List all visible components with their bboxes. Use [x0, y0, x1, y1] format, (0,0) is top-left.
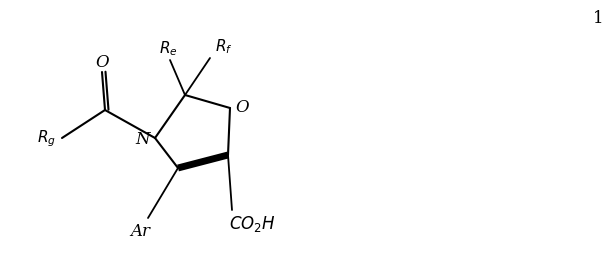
- Text: $CO_2H$: $CO_2H$: [229, 214, 275, 234]
- Text: 1: 1: [593, 10, 603, 27]
- Text: $R_g$: $R_g$: [37, 129, 55, 149]
- Text: $R_e$: $R_e$: [159, 40, 177, 58]
- Text: Ar: Ar: [130, 223, 150, 241]
- Text: O: O: [235, 99, 249, 116]
- Text: $R_f$: $R_f$: [215, 38, 233, 56]
- Text: N: N: [135, 130, 150, 148]
- Text: O: O: [95, 53, 109, 71]
